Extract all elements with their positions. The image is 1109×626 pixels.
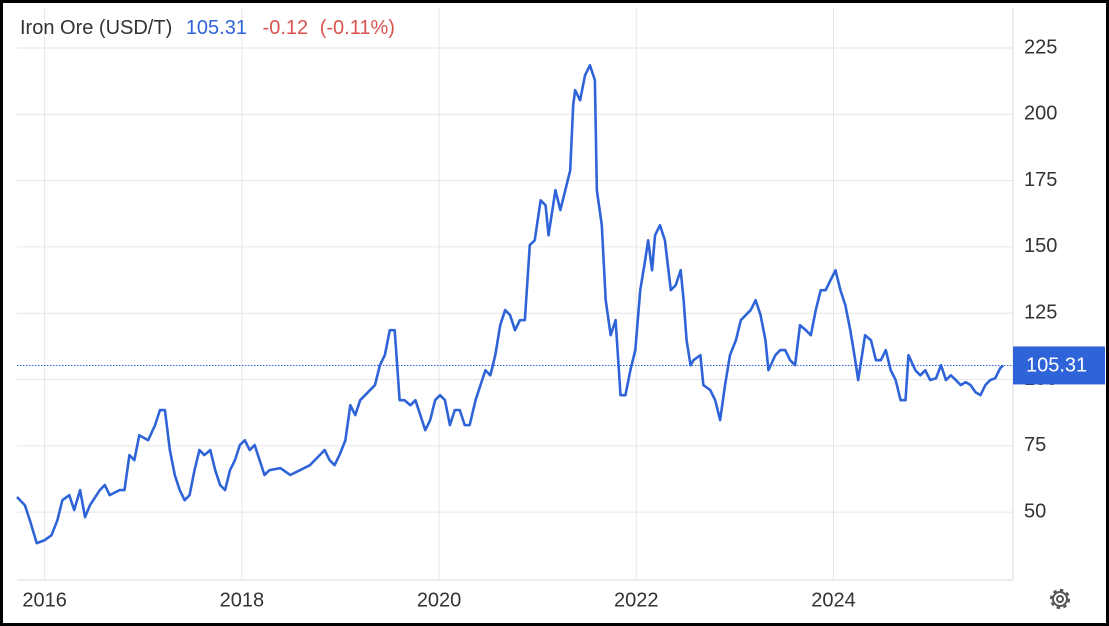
price-change-percent: (-0.11%) [320, 17, 395, 39]
price-line [16, 63, 1005, 545]
last-value-badge [1013, 346, 1105, 385]
x-tick-label: 2018 [220, 589, 265, 611]
y-tick-label: 150 [1024, 235, 1057, 257]
settings-gear[interactable] [1049, 588, 1071, 610]
y-tick-label: 125 [1024, 302, 1057, 324]
y-tick-label: 75 [1024, 434, 1046, 456]
grid [17, 8, 1013, 580]
instrument-title: Iron Ore (USD/T) [20, 17, 172, 39]
y-tick-label: 50 [1024, 500, 1046, 522]
x-tick-label: 2016 [22, 589, 67, 611]
y-tick-label: 200 [1024, 103, 1057, 125]
price-change: -0.12 [263, 17, 309, 39]
last-value-label: 105.31 [1026, 355, 1087, 377]
y-tick-label: 175 [1024, 169, 1057, 191]
y-tick-label: 225 [1024, 36, 1057, 58]
x-tick-label: 2022 [614, 589, 659, 611]
x-tick-label: 2020 [417, 589, 462, 611]
header: Iron Ore (USD/T) 105.31 -0.12 (-0.11%) [20, 17, 395, 39]
x-tick-label: 2024 [811, 589, 856, 611]
last-price: 105.31 [186, 17, 247, 39]
